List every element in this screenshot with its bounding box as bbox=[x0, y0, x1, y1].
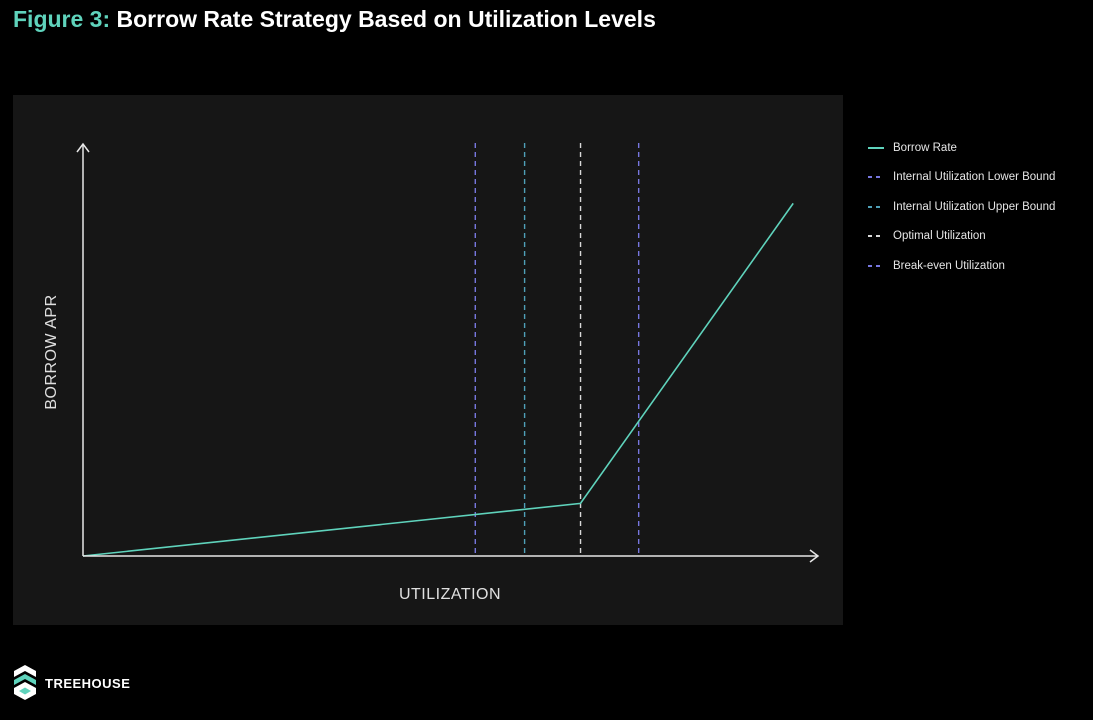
legend-swatch bbox=[868, 264, 884, 267]
legend-swatch bbox=[868, 205, 884, 208]
axes bbox=[76, 142, 820, 563]
series-layer bbox=[82, 202, 794, 557]
legend-item: Borrow Rate bbox=[868, 133, 1088, 163]
legend-item: Break-even Utilization bbox=[868, 251, 1088, 281]
x-axis-label: UTILIZATION bbox=[399, 586, 501, 603]
reference-lines bbox=[474, 143, 640, 556]
legend-label: Break-even Utilization bbox=[893, 259, 1005, 272]
legend-item: Internal Utilization Upper Bound bbox=[868, 192, 1088, 222]
chart-title: Borrow Rate Strategy Based on Utilizatio… bbox=[116, 6, 656, 32]
legend-label: Borrow Rate bbox=[893, 141, 957, 154]
y-axis-label: BORROW APR bbox=[43, 294, 60, 409]
legend-item: Internal Utilization Lower Bound bbox=[868, 163, 1088, 193]
brand-name: TREEHOUSE bbox=[45, 675, 131, 691]
x-axis-arrow bbox=[809, 549, 820, 563]
legend-label: Optimal Utilization bbox=[893, 230, 986, 243]
series-line-0 bbox=[82, 202, 794, 557]
legend-swatch bbox=[868, 146, 884, 149]
y-axis-arrow bbox=[76, 142, 90, 153]
legend-swatch bbox=[868, 235, 884, 238]
borrow-rate-chart: UTILIZATION BORROW APR bbox=[43, 142, 820, 603]
legend-item: Optimal Utilization bbox=[868, 222, 1088, 252]
legend-swatch bbox=[868, 176, 884, 179]
page-title: Figure 3: Borrow Rate Strategy Based on … bbox=[13, 6, 656, 33]
legend-label: Internal Utilization Upper Bound bbox=[893, 200, 1056, 213]
brand-logo: TREEHOUSE bbox=[13, 664, 130, 702]
treehouse-logo-icon bbox=[14, 665, 36, 700]
legend-label: Internal Utilization Lower Bound bbox=[893, 171, 1056, 184]
figure-number: Figure 3: bbox=[13, 6, 111, 32]
chart-legend: Borrow Rate Internal Utilization Lower Bo… bbox=[868, 133, 1088, 281]
chart-panel: UTILIZATION BORROW APR bbox=[13, 95, 843, 625]
